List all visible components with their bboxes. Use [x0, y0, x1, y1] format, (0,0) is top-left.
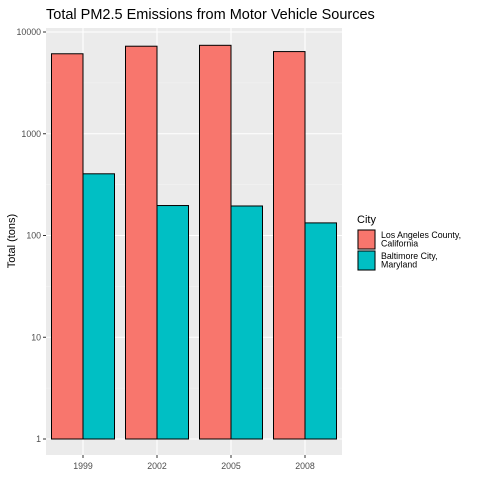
y-tick-label: 10 — [31, 332, 41, 342]
chart-title: Total PM2.5 Emissions from Motor Vehicle… — [46, 7, 375, 23]
legend-label-line: Los Angeles County, — [381, 230, 461, 240]
x-tick-label: 2008 — [295, 461, 315, 471]
x-tick-label: 1999 — [73, 461, 93, 471]
bar-baltimore-1999 — [82, 173, 115, 440]
x-tick-label: 2005 — [221, 461, 241, 471]
bar-los-angeles-2005 — [199, 44, 232, 440]
x-tick-label: 2002 — [147, 461, 167, 471]
y-tick-label: 1000 — [21, 129, 41, 139]
bars-layer — [51, 44, 337, 440]
y-tick-label: 1 — [36, 434, 41, 444]
y-tick-label: 10000 — [17, 27, 42, 37]
bar-baltimore-2002 — [156, 205, 189, 440]
legend-key-los-angeles — [357, 229, 376, 250]
legend-label-line: Baltimore City, — [381, 251, 438, 261]
bar-baltimore-2005 — [230, 205, 263, 440]
y-axis-label: Total (tons) — [6, 214, 18, 268]
y-tick-label: 100 — [26, 231, 41, 241]
y-axis: 1 10 100 1000 10000 — [17, 27, 46, 444]
x-axis: 1999 2002 2005 2008 — [73, 455, 315, 471]
bar-los-angeles-1999 — [51, 53, 84, 440]
legend-key-baltimore — [357, 250, 376, 271]
legend-title: City — [357, 214, 376, 226]
bar-los-angeles-2008 — [273, 51, 306, 440]
legend-label-line: Maryland — [381, 260, 417, 270]
legend: City Los Angeles County,California Baltim… — [357, 214, 461, 271]
legend-label-line: California — [381, 239, 418, 249]
bar-los-angeles-2002 — [125, 45, 158, 440]
bar-baltimore-2008 — [304, 222, 337, 440]
